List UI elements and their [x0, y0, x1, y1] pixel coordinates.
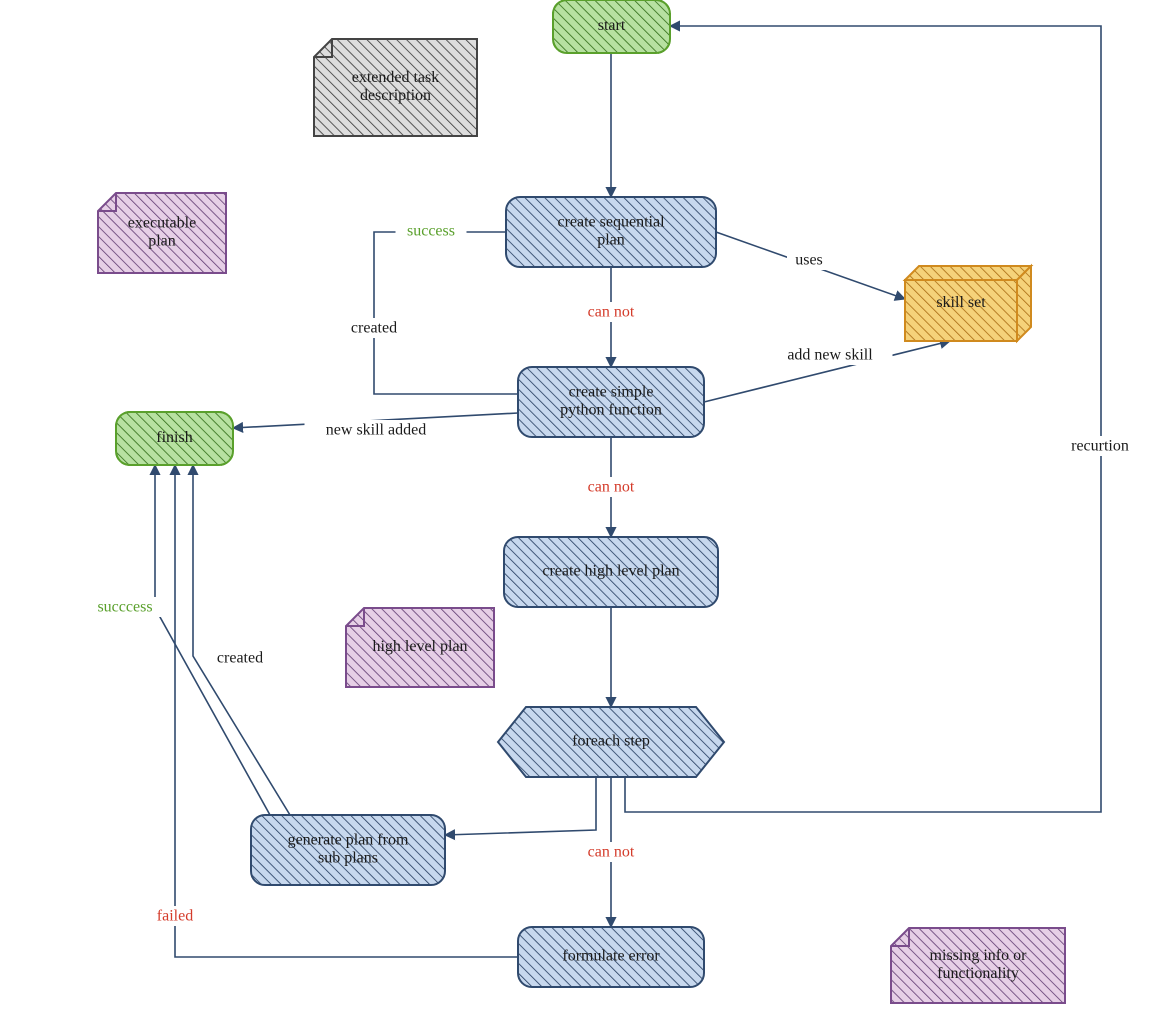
- node-label: description: [360, 87, 431, 104]
- node-ext_task: extended taskdescription: [314, 39, 477, 136]
- node-label: python function: [560, 402, 662, 419]
- node-label: sub plans: [318, 850, 378, 867]
- edge-label-seq-success: success: [407, 223, 455, 240]
- edge-foreach-to-gen: [445, 777, 596, 835]
- edge-label-gen-created: created: [217, 650, 263, 667]
- node-hl_plan: high level plan: [346, 608, 494, 687]
- edge-label-form-failed: failed: [157, 908, 193, 925]
- node-label: functionality: [937, 965, 1019, 982]
- edge-label-py-to-hl: can not: [588, 479, 635, 496]
- node-create_py: create simplepython function: [518, 367, 704, 437]
- node-label: foreach step: [572, 733, 650, 750]
- edge-label-foreach-to-form: can not: [588, 844, 635, 861]
- node-label: executable: [128, 215, 196, 232]
- node-label: high level plan: [372, 638, 467, 655]
- node-label: generate plan from: [288, 832, 409, 849]
- edge-label-py-created: created: [351, 320, 397, 337]
- node-label: create simple: [569, 384, 654, 401]
- node-label: create high level plan: [542, 563, 679, 580]
- node-label: start: [598, 17, 626, 34]
- node-missing: missing info orfunctionality: [891, 928, 1065, 1003]
- edge-label-foreach-recursion: recurtion: [1071, 438, 1129, 455]
- node-foreach: foreach step: [498, 707, 724, 777]
- node-exec_plan: executableplan: [98, 193, 226, 273]
- node-label: missing info or: [930, 947, 1028, 964]
- node-label: formulate error: [562, 948, 660, 965]
- node-label: create sequential: [557, 214, 665, 231]
- edge-label-seq-to-py: can not: [588, 304, 635, 321]
- edge-label-py-to-finish: new skill added: [326, 422, 426, 439]
- edge-seq-success: [374, 232, 506, 328]
- node-create_seq: create sequentialplan: [506, 197, 716, 267]
- edge-gen-success: [155, 465, 270, 815]
- edge-label-py-add-skill: add new skill: [787, 347, 873, 364]
- node-label: extended task: [352, 69, 440, 86]
- edge-label-seq-uses: uses: [795, 252, 823, 269]
- node-gen_plan: generate plan fromsub plans: [251, 815, 445, 885]
- edge-label-gen-success: succcess: [97, 599, 152, 616]
- node-start: start: [553, 0, 670, 53]
- node-label: plan: [597, 232, 625, 249]
- node-formulate: formulate error: [518, 927, 704, 987]
- node-label: skill set: [936, 294, 986, 311]
- flowchart-canvas: startextended taskdescriptionexecutablep…: [0, 0, 1159, 1032]
- node-label: finish: [156, 429, 192, 446]
- node-skill_set: skill set: [905, 266, 1031, 341]
- node-finish: finish: [116, 412, 233, 465]
- node-create_hl: create high level plan: [504, 537, 718, 607]
- node-label: plan: [148, 233, 176, 250]
